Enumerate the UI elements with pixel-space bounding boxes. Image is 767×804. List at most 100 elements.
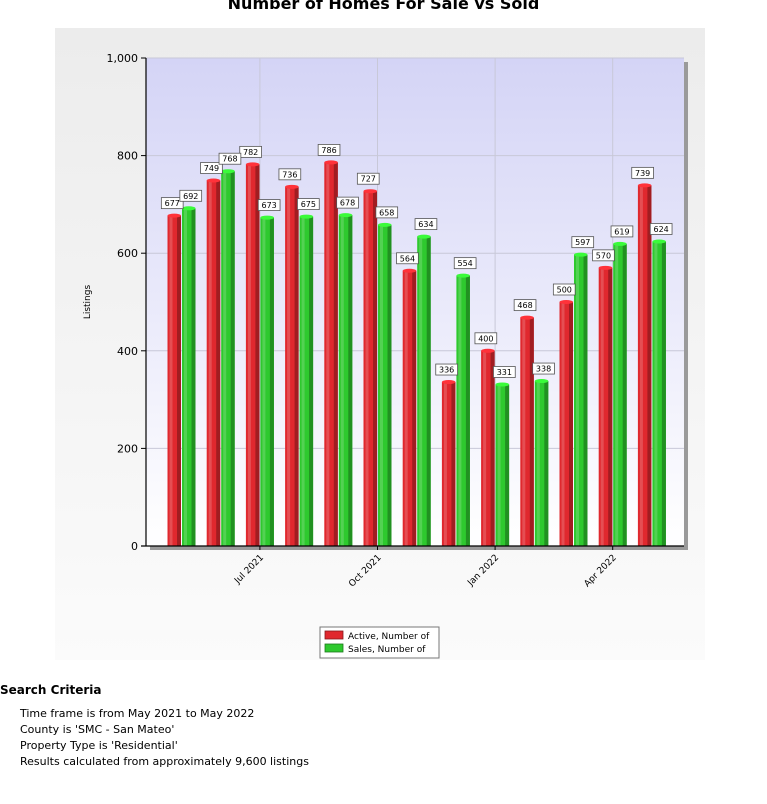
svg-text:624: 624 (654, 225, 669, 234)
data-label: 570 (592, 249, 615, 262)
data-label: 678 (336, 196, 359, 209)
data-label: 619 (610, 225, 634, 238)
bar-sales (417, 234, 431, 546)
svg-text:468: 468 (517, 301, 532, 310)
svg-text:675: 675 (301, 200, 316, 209)
svg-text:678: 678 (340, 199, 355, 208)
legend-item-active: Active, Number of (324, 630, 430, 642)
data-label: 736 (278, 168, 302, 181)
criteria-county: County is 'SMC - San Mateo' (20, 723, 175, 736)
svg-text:658: 658 (379, 208, 394, 217)
y-tick-label: 400 (117, 345, 138, 358)
bar-sales (299, 214, 314, 546)
search-criteria-title: Search Criteria (0, 683, 102, 697)
bar-active (245, 162, 260, 546)
data-label: 500 (552, 283, 576, 296)
bar-sales (456, 273, 470, 546)
data-label: 624 (649, 223, 673, 235)
data-label: 554 (453, 257, 477, 270)
data-label: 400 (474, 332, 498, 345)
data-label: 338 (532, 362, 555, 375)
bar-active (285, 184, 299, 546)
data-label: 634 (414, 218, 438, 231)
svg-text:554: 554 (458, 259, 473, 268)
data-label: 677 (160, 197, 184, 210)
data-label: 727 (356, 172, 380, 185)
bar-sales (652, 239, 666, 546)
legend: Active, Number of Sales, Number of (319, 626, 440, 659)
svg-text:619: 619 (614, 227, 629, 236)
svg-text:768: 768 (222, 155, 237, 164)
svg-text:739: 739 (635, 169, 650, 178)
data-label: 658 (375, 206, 399, 219)
bar-active (598, 265, 613, 546)
data-label: 468 (513, 299, 537, 312)
data-label: 739 (631, 166, 654, 179)
svg-text:736: 736 (282, 170, 297, 179)
data-label: 786 (317, 144, 341, 156)
svg-text:727: 727 (361, 175, 376, 184)
bar-sales (378, 222, 392, 546)
bar-sales (338, 213, 353, 547)
chart-title: Number of Homes For Sale vs Sold (227, 0, 540, 13)
data-label: 782 (239, 145, 262, 158)
bar-active (167, 213, 181, 546)
bar-active (324, 160, 338, 546)
criteria-results-count: Results calculated from approximately 9,… (20, 755, 309, 768)
bar-sales (221, 169, 235, 546)
bar-active (481, 348, 495, 546)
data-label: 336 (435, 363, 458, 376)
bar-active (206, 178, 221, 546)
y-tick-label: 200 (117, 442, 138, 455)
svg-text:Active, Number of: Active, Number of (348, 632, 430, 642)
svg-text:673: 673 (262, 201, 277, 210)
y-tick-label: 800 (117, 150, 138, 163)
bar-active (441, 380, 456, 546)
bar-sales (613, 241, 627, 547)
data-label: 673 (257, 199, 281, 211)
svg-text:786: 786 (321, 146, 336, 155)
bar-active (559, 300, 573, 546)
criteria-property-type: Property Type is 'Residential' (20, 739, 178, 752)
legend-item-sales: Sales, Number of (324, 643, 426, 655)
criteria-timeframe: Time frame is from May 2021 to May 2022 (20, 707, 255, 720)
data-label: 675 (297, 198, 320, 211)
svg-text:338: 338 (536, 365, 551, 374)
svg-text:570: 570 (596, 251, 611, 260)
svg-text:331: 331 (497, 368, 512, 377)
svg-text:677: 677 (165, 199, 180, 208)
data-label: 749 (200, 162, 223, 174)
svg-text:336: 336 (439, 366, 454, 375)
svg-text:Sales, Number of: Sales, Number of (348, 645, 426, 655)
bars (167, 160, 666, 547)
bar-sales (182, 206, 196, 546)
svg-text:782: 782 (243, 148, 258, 157)
bar-active (363, 189, 377, 546)
svg-text:634: 634 (418, 220, 433, 229)
data-labels: 677 749 782 736 786 727 564 336 400 468 500 570 739 6… (160, 144, 673, 378)
data-label: 768 (218, 152, 242, 165)
svg-text:564: 564 (400, 254, 415, 263)
bar-chart: 677 749 782 736 786 727 564 336 400 468 500 570 739 6… (55, 28, 705, 660)
y-axis-title: Listings (83, 285, 93, 320)
bar-sales (534, 379, 549, 546)
bar-active (637, 183, 652, 547)
bar-sales (495, 382, 510, 546)
bar-active (520, 315, 534, 546)
svg-text:597: 597 (575, 238, 590, 247)
y-tick-label: 600 (117, 247, 138, 260)
svg-text:400: 400 (478, 334, 493, 343)
svg-text:692: 692 (183, 192, 198, 201)
search-criteria-list: Time frame is from May 2021 to May 2022 … (20, 706, 309, 770)
y-tick-label: 1,000 (107, 52, 139, 65)
bar-sales (260, 215, 274, 547)
svg-text:500: 500 (557, 286, 572, 295)
bar-sales (574, 252, 588, 546)
data-label: 564 (396, 252, 419, 265)
svg-text:749: 749 (204, 164, 219, 173)
data-label: 692 (179, 189, 203, 202)
bar-active (402, 268, 417, 546)
data-label: 597 (571, 236, 595, 249)
y-tick-label: 0 (131, 540, 138, 553)
data-label: 331 (493, 366, 516, 378)
